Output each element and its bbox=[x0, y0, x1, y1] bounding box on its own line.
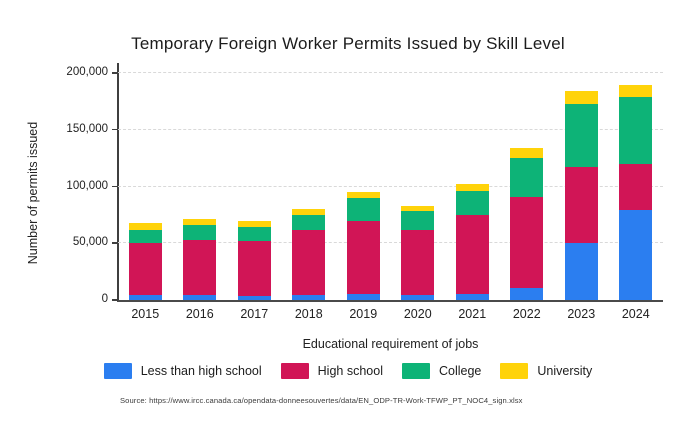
bar-2017-college bbox=[237, 227, 271, 242]
bar-2022-college bbox=[510, 158, 544, 197]
bar-2023-high-school bbox=[564, 166, 598, 244]
x-tick-label: 2020 bbox=[403, 307, 432, 321]
bar-2015-high-school bbox=[128, 242, 162, 295]
university-swatch-icon bbox=[500, 363, 529, 379]
bar-2019-high-school bbox=[346, 220, 380, 295]
y-tick bbox=[112, 299, 118, 301]
less-than-high-school-swatch-icon bbox=[103, 363, 132, 379]
legend-item-high-school: High school bbox=[280, 363, 383, 379]
bar-2016-university bbox=[183, 218, 217, 226]
x-tick-label: 2022 bbox=[512, 307, 541, 321]
legend-item-university: University bbox=[500, 363, 592, 379]
legend: Less than high school High school College U… bbox=[0, 363, 696, 379]
bar-2019-university bbox=[346, 191, 380, 199]
bar-2017-high-school bbox=[237, 241, 271, 297]
bar-2023-less-than-high-school bbox=[564, 243, 598, 300]
legend-label: University bbox=[537, 364, 593, 378]
bar-2019-college bbox=[346, 198, 380, 221]
legend-item-college: College bbox=[401, 363, 482, 379]
bar-2024-less-than-high-school bbox=[619, 209, 653, 300]
bar-2021-university bbox=[455, 184, 489, 192]
legend-label: College bbox=[438, 364, 482, 378]
bar-2016-less-than-high-school bbox=[183, 295, 217, 300]
x-axis-line bbox=[117, 300, 663, 302]
y-tick bbox=[112, 72, 118, 74]
bar-2020-less-than-high-school bbox=[401, 294, 435, 300]
high-school-swatch-icon bbox=[280, 363, 309, 379]
y-tick bbox=[112, 185, 118, 187]
bar-2024-high-school bbox=[619, 163, 653, 210]
x-tick-label: 2021 bbox=[458, 307, 487, 321]
bar-2021-high-school bbox=[455, 215, 489, 294]
bar-2018-college bbox=[292, 214, 326, 230]
x-tick-label: 2016 bbox=[185, 307, 214, 321]
x-tick-label: 2024 bbox=[621, 307, 650, 321]
y-tick bbox=[112, 242, 118, 244]
bar-2018-university bbox=[292, 209, 326, 215]
legend-item-less-than-high-school: Less than high school bbox=[103, 363, 262, 379]
bar-2020-university bbox=[401, 206, 435, 212]
y-tick-label: 200,000 bbox=[66, 66, 108, 78]
bar-2015-college bbox=[128, 230, 162, 243]
bar-2018-high-school bbox=[292, 229, 326, 296]
bar-2016-high-school bbox=[183, 239, 217, 296]
gridline bbox=[118, 128, 663, 130]
bar-2017-university bbox=[237, 221, 271, 228]
bar-2017-less-than-high-school bbox=[237, 296, 271, 300]
bar-2022-less-than-high-school bbox=[510, 287, 544, 300]
bar-2021-college bbox=[455, 191, 489, 216]
y-tick-label: 50,000 bbox=[72, 236, 108, 249]
bar-2023-university bbox=[564, 91, 598, 104]
source-note: Source: https://www.ircc.canada.ca/opend… bbox=[120, 396, 523, 405]
x-tick-label: 2023 bbox=[567, 307, 596, 321]
bar-2024-university bbox=[619, 85, 653, 97]
bar-2021-less-than-high-school bbox=[455, 293, 489, 300]
x-tick-label: 2019 bbox=[349, 307, 378, 321]
college-swatch-icon bbox=[401, 363, 430, 379]
y-axis-line bbox=[117, 63, 119, 302]
x-tick-label: 2017 bbox=[240, 307, 269, 321]
x-tick-label: 2015 bbox=[131, 307, 160, 321]
bar-2024-college bbox=[619, 96, 653, 164]
bar-2016-college bbox=[183, 225, 217, 240]
y-tick bbox=[112, 128, 118, 131]
bar-2019-less-than-high-school bbox=[346, 294, 380, 300]
x-tick-label: 2018 bbox=[294, 307, 323, 321]
bar-2018-less-than-high-school bbox=[292, 295, 326, 300]
y-tick-label: 0 bbox=[101, 293, 108, 305]
gridline bbox=[118, 72, 663, 73]
legend-label: Less than high school bbox=[140, 364, 262, 378]
y-axis-title: Number of permits issued bbox=[26, 121, 40, 265]
y-tick-label: 150,000 bbox=[66, 122, 108, 135]
y-tick-label: 100,000 bbox=[66, 179, 108, 192]
chart-title: Temporary Foreign Worker Permits Issued … bbox=[131, 34, 565, 53]
bar-2022-high-school bbox=[510, 196, 544, 288]
bar-2022-university bbox=[510, 148, 544, 159]
gridline bbox=[118, 185, 663, 187]
bar-2020-high-school bbox=[401, 230, 435, 295]
gridline bbox=[118, 242, 663, 244]
bar-2023-college bbox=[564, 103, 598, 167]
bar-2015-less-than-high-school bbox=[128, 294, 162, 300]
legend-label: High school bbox=[317, 364, 383, 378]
x-axis-title: Educational requirement of jobs bbox=[302, 337, 479, 351]
bar-2020-college bbox=[401, 211, 435, 231]
bar-2015-university bbox=[128, 222, 162, 231]
